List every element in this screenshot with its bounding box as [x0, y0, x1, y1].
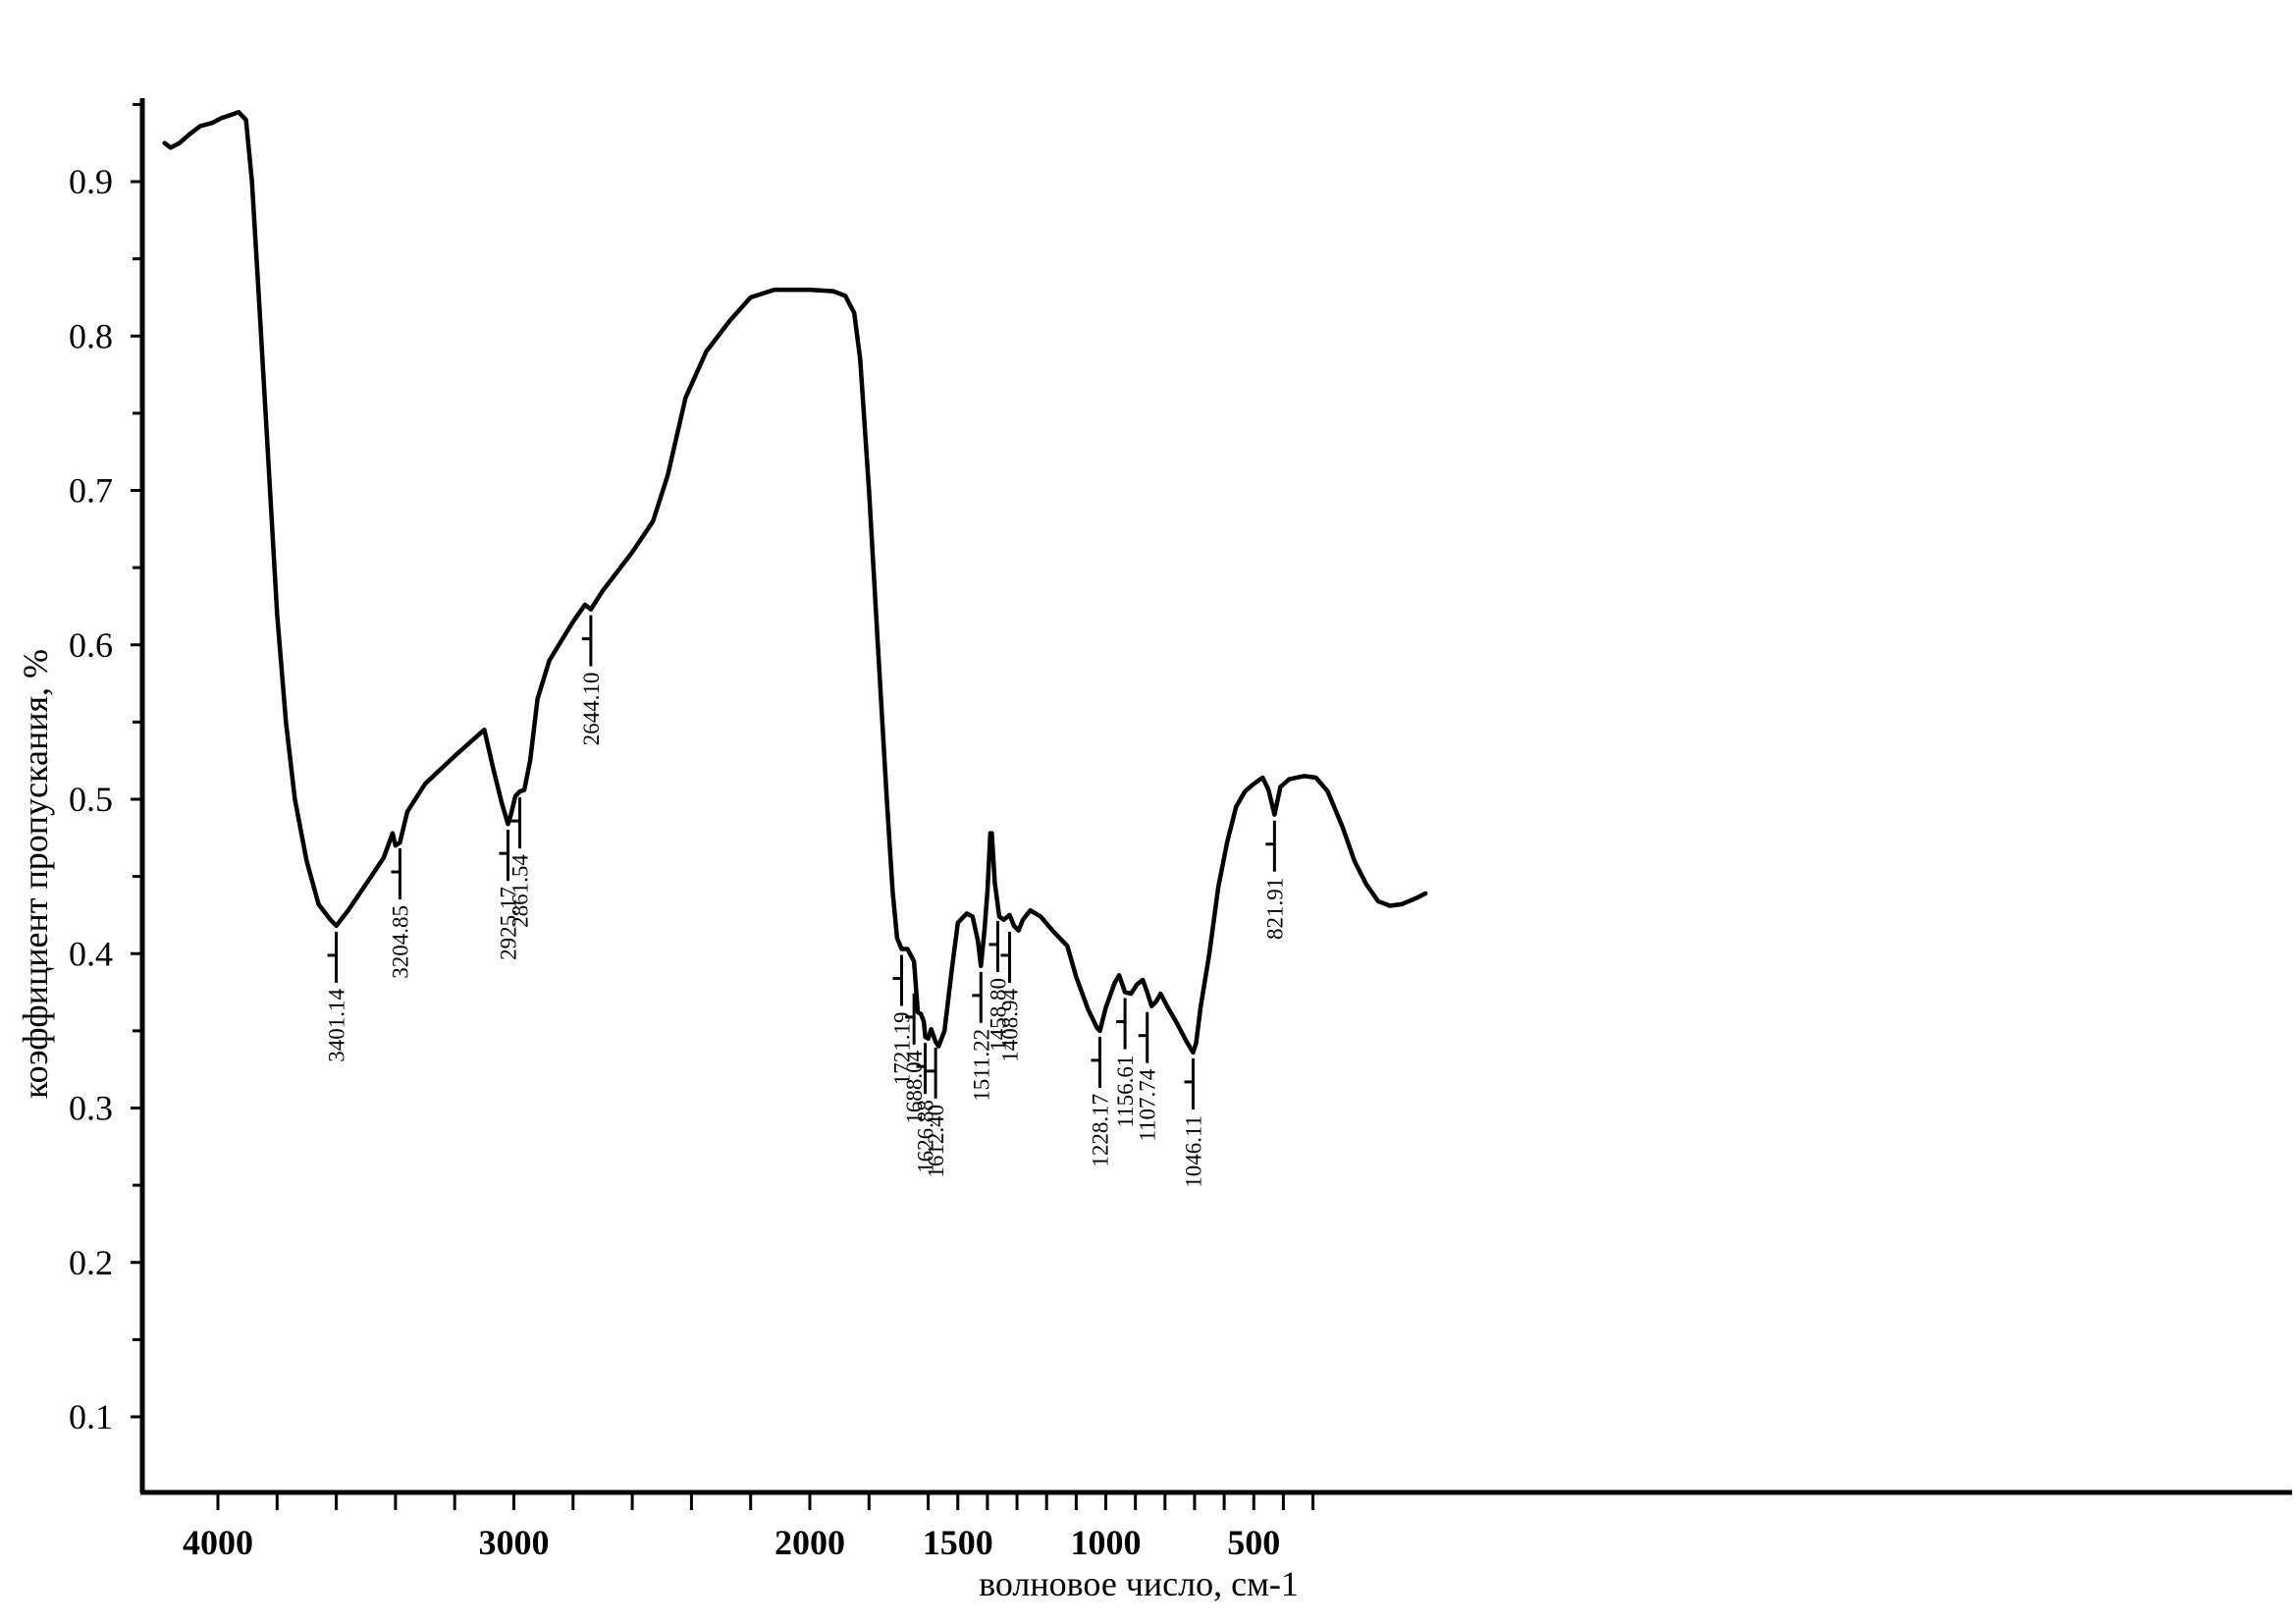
y-tick-label-2: 0.7 [69, 471, 113, 511]
y-tick-label-4: 0.5 [69, 780, 113, 819]
peak-label-14: 1107.74 [1136, 1068, 1160, 1141]
peak-label-4: 2644.10 [579, 673, 604, 746]
spectrum-curve-group [162, 109, 1428, 1056]
y-axis-title: коэффициент пропускания, % [16, 649, 55, 1099]
peak-label-0: 3401.14 [325, 988, 349, 1061]
axes [139, 98, 2292, 1495]
peak-label-5: 1721.19 [889, 1012, 914, 1086]
y-tick-label-6: 0.3 [69, 1089, 113, 1128]
x-tick-label-1: 3000 [479, 1523, 550, 1562]
peak-label-16: 821.91 [1262, 878, 1287, 940]
peak-label-15: 1046.11 [1181, 1115, 1205, 1188]
y-tick-label-1: 0.8 [69, 316, 113, 355]
spectrum-line [162, 109, 1428, 1056]
y-tick-label-3: 0.6 [69, 625, 113, 665]
x-axis-title: волновое число, см-1 [979, 1564, 1299, 1603]
peak-label-1: 3204.85 [388, 905, 412, 979]
y-tick-label-5: 0.4 [69, 934, 113, 973]
y-tick-label-7: 0.2 [69, 1243, 113, 1282]
peak-label-7: 1626.88 [914, 1100, 938, 1173]
peak-label-11: 1408.94 [998, 988, 1023, 1061]
x-tick-label-5: 500 [1227, 1523, 1280, 1562]
x-tick-label-0: 4000 [183, 1523, 253, 1562]
peak-label-8: 1612.40 [924, 1105, 948, 1178]
y-tick-label-8: 0.1 [69, 1397, 113, 1436]
x-tick-label-3: 1500 [923, 1523, 993, 1562]
peak-label-3: 2861.54 [508, 854, 533, 928]
peak-label-10: 1458.80 [986, 978, 1010, 1052]
y-tick-label-0: 0.9 [69, 162, 113, 201]
peak-label-12: 1228.17 [1088, 1094, 1112, 1167]
peak-label-13: 1156.61 [1113, 1056, 1138, 1128]
peak-label-2: 2925.17 [496, 887, 520, 960]
peak-label-9: 1511.22 [969, 1029, 993, 1102]
ticks: 0.9 0.8 0.7 0.6 0.5 0.4 0.3 0.2 0.1 4000 3000 2000 1… [69, 102, 1315, 1562]
peak-label-6: 1688.04 [902, 1050, 927, 1123]
x-tick-label-2: 2000 [774, 1523, 845, 1562]
x-tick-label-4: 1000 [1071, 1523, 1142, 1562]
